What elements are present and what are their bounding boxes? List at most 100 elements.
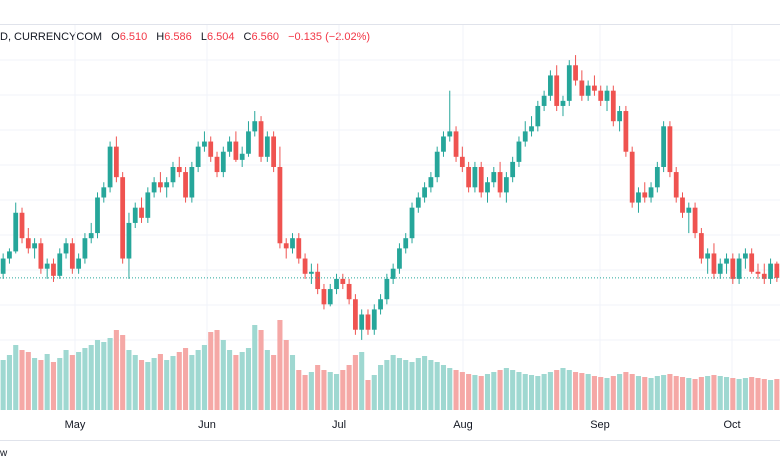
candle-body	[717, 263, 723, 274]
candle-body	[447, 131, 453, 137]
volume-bar	[25, 352, 31, 410]
volume-bar	[686, 378, 692, 410]
candle-body	[736, 258, 742, 279]
candle-body	[346, 283, 352, 300]
volume-bar	[761, 379, 767, 410]
candle-body	[252, 121, 258, 132]
volume-bar	[302, 375, 308, 410]
volume-bar	[711, 375, 717, 410]
open-value: 6.510	[119, 31, 148, 43]
footer-text: w	[0, 448, 8, 459]
candle-body	[57, 253, 63, 276]
change-value: −0.135 (−2.02%)	[288, 31, 371, 43]
candle-body	[88, 233, 94, 239]
candle-body	[686, 207, 692, 213]
low-value: 6.504	[206, 31, 235, 43]
volume-bar	[755, 378, 761, 410]
volume-bar	[214, 330, 220, 410]
candle-body	[69, 243, 75, 269]
candle-body	[214, 156, 220, 173]
volume-bar	[654, 376, 660, 410]
close-label: C	[243, 31, 252, 43]
candle-body	[422, 187, 427, 198]
candle-body	[302, 258, 308, 274]
volume-bar	[409, 362, 415, 410]
volume-bar	[201, 345, 207, 410]
volume-bar	[516, 372, 522, 410]
candle-body	[598, 90, 604, 101]
x-axis-label: Jun	[198, 419, 216, 431]
candle-body	[271, 136, 277, 167]
candle-body	[560, 100, 566, 106]
close-value: 6.560	[251, 31, 280, 43]
candle-body	[158, 182, 163, 188]
volume-bar	[252, 325, 258, 410]
volume-bar	[94, 340, 101, 410]
volume-bar	[107, 338, 113, 410]
candle-body	[38, 243, 44, 269]
candle-body	[7, 251, 12, 259]
volume-bar	[32, 358, 38, 410]
candle-body	[592, 85, 597, 91]
low-label: L	[200, 31, 207, 43]
x-axis-label: Aug	[453, 419, 473, 431]
candle-body	[698, 233, 704, 259]
candle-body	[334, 278, 339, 290]
candle-body	[170, 166, 176, 183]
volume-bar	[176, 352, 182, 410]
volume-bar	[113, 330, 119, 410]
candle-body	[503, 177, 509, 193]
candle-body	[415, 197, 421, 208]
volume-bar	[390, 355, 396, 410]
volume-bar	[604, 378, 610, 410]
volume-bar	[522, 374, 528, 410]
volume-bar	[183, 348, 189, 410]
volume-bar	[346, 365, 352, 410]
candle-body	[95, 197, 100, 234]
candle-body	[327, 289, 333, 305]
candle-body	[768, 263, 773, 279]
candle-body	[667, 126, 673, 173]
volume-bar	[749, 377, 755, 410]
candle-body	[13, 212, 19, 252]
volume-bar	[434, 362, 440, 410]
volume-bar	[327, 372, 333, 410]
volume-bar	[38, 360, 44, 410]
x-axis-label: May	[65, 419, 86, 431]
volume-bar	[340, 370, 346, 410]
volume-bar	[648, 378, 654, 410]
candle-body	[541, 95, 547, 106]
volume-bar	[13, 345, 19, 410]
volume-bar	[579, 373, 585, 410]
volume-bar	[585, 374, 591, 410]
candle-body	[755, 271, 761, 274]
candle-body	[176, 166, 182, 173]
high-label: H	[156, 31, 165, 43]
volume-bar	[50, 362, 57, 410]
volume-bar	[768, 380, 774, 410]
volume-bar	[227, 350, 233, 410]
candle-body	[459, 156, 465, 167]
candle-body	[384, 278, 390, 300]
volume-bar	[698, 377, 704, 410]
candle-body	[409, 207, 415, 239]
candle-body	[371, 309, 377, 330]
candle-body	[573, 65, 578, 81]
candle-body	[548, 75, 553, 96]
candle-body	[315, 271, 321, 290]
volume-bar	[560, 368, 566, 410]
volume-bar	[535, 376, 541, 410]
volume-bar	[610, 376, 616, 410]
candle-body	[120, 177, 126, 259]
candle-body	[654, 166, 660, 188]
candle-body	[724, 258, 729, 264]
volume-bar	[736, 379, 742, 410]
candle-body	[227, 141, 232, 152]
volume-bar	[258, 330, 264, 410]
candle-body	[239, 153, 245, 160]
candle-body	[485, 182, 490, 193]
candle-body	[32, 243, 37, 249]
candle-body	[189, 166, 195, 198]
volume-bar	[774, 379, 780, 410]
